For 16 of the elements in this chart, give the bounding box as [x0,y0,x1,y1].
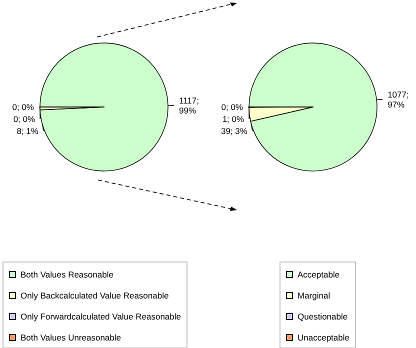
legend-label: Acceptable [298,270,340,280]
legend-label: Only Forwardcalculated Value Reasonable [20,312,182,322]
text: 0; 0% [13,114,36,124]
text: 0; 0% [12,102,34,112]
legend-label: Only Backcalculated Value Reasonable [20,290,169,300]
legend-label: Unacceptable [298,332,350,342]
data-label: 1077; 97% [388,89,412,110]
text: 0; 0% [221,102,243,112]
legend-label: Both Values Unreasonable [20,332,122,342]
legend-label: Marginal [298,290,330,300]
data-label: 39; 3% [220,126,248,136]
legend-label: Both Values Reasonable [20,270,114,280]
legend-label: Questionable [298,312,348,322]
data-label: 1117; 99% [178,96,202,116]
data-label: 1; 0% [222,114,245,124]
data-label: 8; 1% [16,126,39,136]
